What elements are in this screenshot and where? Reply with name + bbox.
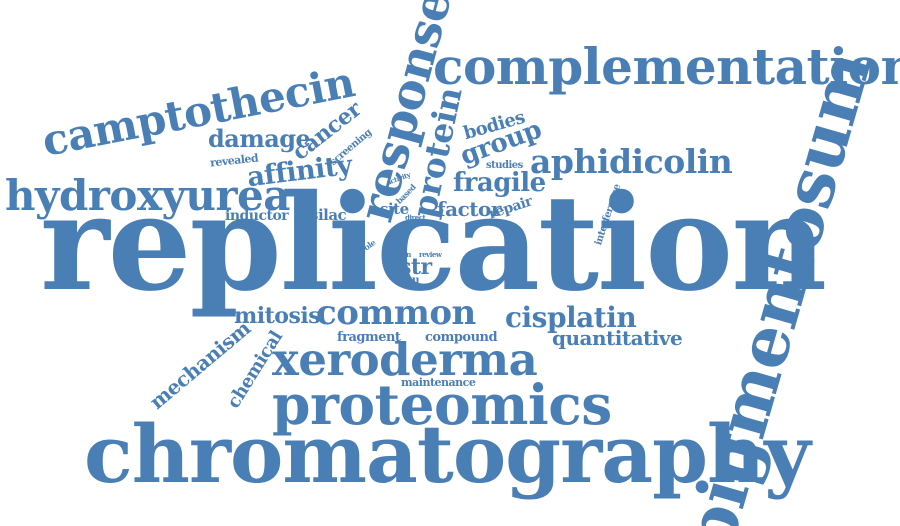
word-cisplatin: cisplatin (505, 301, 637, 334)
word-studies: studies (486, 160, 523, 171)
word-xeroderma: xeroderma (272, 333, 538, 386)
word-fragile: fragile (453, 168, 546, 198)
word-factor: factor (437, 197, 501, 221)
word-replication: replication (40, 166, 827, 321)
word-common: common (316, 293, 476, 333)
word-compound: compound (425, 330, 498, 345)
word-screen: screen (388, 250, 411, 259)
word-cell: cell (399, 276, 420, 289)
word-str: str (399, 254, 432, 280)
word-silac: silac (310, 206, 347, 224)
word-fragment: fragment (337, 330, 401, 345)
word-review: review (419, 250, 442, 259)
word-hydroxyurea: hydroxyurea (5, 171, 291, 220)
word-chromatography: chromatography (84, 407, 811, 501)
word-damage: damage (208, 124, 311, 153)
word-mitosis: mitosis (234, 303, 321, 329)
word-proteomics: proteomics (272, 372, 612, 437)
word-aphidicolin: aphidicolin (530, 142, 733, 181)
word-inductor: inductor (225, 208, 289, 224)
word-quantitative: quantitative (552, 326, 683, 350)
word-maintenance: maintenance (401, 376, 476, 389)
word-complementation: complementation (433, 37, 900, 96)
word-site: site (380, 200, 409, 218)
word-direct: direct (405, 213, 426, 222)
